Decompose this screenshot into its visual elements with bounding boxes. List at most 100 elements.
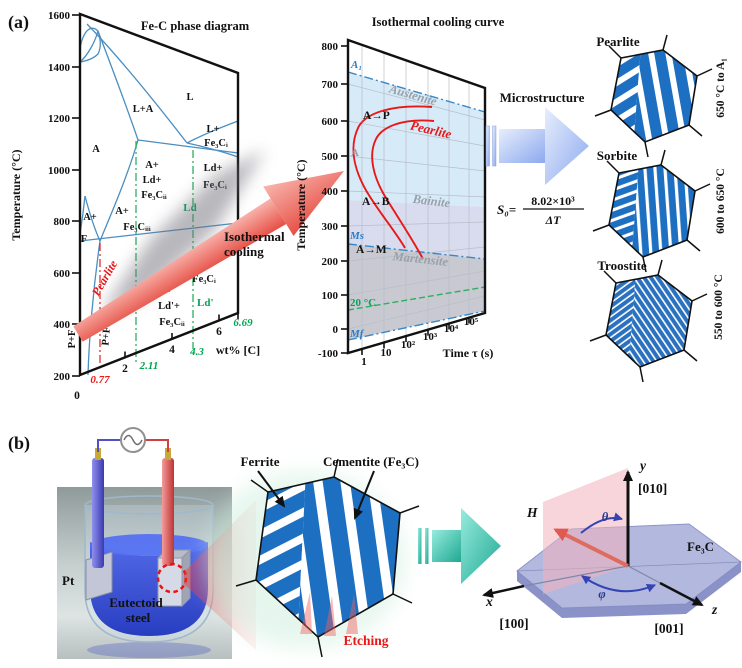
panel-a: (a) Fe-C phase diagram: [8, 10, 727, 402]
wire-negative: [97, 439, 121, 452]
wire-positive: [145, 439, 169, 452]
spacing-formula: S₀= 8.02×10³ ΔT: [497, 194, 584, 227]
ttt-y-axis-label: Temperature (°C): [294, 159, 308, 250]
isothermal-label-1: Isothermal: [224, 229, 285, 244]
ttt-x-axis-label: Time τ (s): [443, 346, 494, 360]
a-to-m-label: A→M: [356, 244, 387, 256]
pt-electrode-rod: [92, 458, 104, 568]
ttt-xtick: 1: [361, 356, 367, 368]
formula-denominator: ΔT: [545, 213, 562, 227]
region-L+Fe3C: Fe₃Cᵢ: [204, 138, 228, 149]
sorbite-temp-range: 600 to 650 °C: [715, 168, 727, 234]
region-Ld'+Fe3C: Fe₃Cᵢ: [192, 274, 216, 285]
ttt-x-ticks: 1 10 10² 10³ 10⁴ 10⁵ Time τ (s): [361, 316, 493, 368]
x-axis-inner: [523, 565, 629, 587]
panel-a-tag: (a): [8, 12, 29, 33]
ttt-ytick: 600: [322, 116, 339, 128]
arrow-bar-icon: [418, 528, 422, 564]
arrow-smoke: [100, 150, 265, 315]
ttt-xtick: 10⁴: [444, 323, 459, 335]
pd-ytick: 1400: [48, 62, 71, 74]
ms-line: [347, 243, 486, 260]
z-axis-label: z: [711, 602, 718, 617]
pd-xtick-green: 4.3: [189, 346, 204, 358]
pd-ytick: 800: [54, 216, 71, 228]
ttt-ytick: 400: [322, 186, 339, 198]
region-Ld-prime: Ld': [197, 297, 214, 309]
y-direction-label: [010]: [638, 481, 667, 496]
region-P+F: P+F: [67, 330, 78, 349]
arrow-head-icon: [545, 107, 589, 185]
formula-numerator: 8.02×10³: [531, 194, 575, 208]
pd-xtick-green: 2.11: [139, 360, 159, 372]
pearlite-title: Pearlite: [596, 34, 640, 49]
isothermal-label-2: cooling: [224, 244, 264, 259]
pd-xtick-0: 0: [74, 390, 80, 402]
ttt-xtick: 10³: [423, 331, 438, 343]
pd-ytick: 200: [54, 371, 71, 383]
arrow-bar-icon: [425, 528, 429, 564]
sample-label-2: steel: [126, 610, 151, 625]
a1-label: A₁: [350, 59, 362, 71]
phi-label: φ: [598, 587, 605, 601]
electrode-connector: [165, 448, 171, 460]
y-axis-label: y: [638, 458, 647, 473]
ttt-gridlines: [347, 45, 486, 349]
cementite-label: Cementite (Fe₃C): [323, 454, 419, 469]
martensite-label: Martensite: [391, 249, 449, 269]
sine-wave-icon: [123, 434, 143, 446]
sorbite-title: Sorbite: [597, 148, 638, 163]
fe3c-label: Fe₃C: [687, 539, 714, 554]
troostite-title: Troostite: [597, 258, 647, 273]
arrow-shaft: [432, 530, 461, 562]
fe3c-plate-side: [517, 562, 741, 618]
x-axis-label: x: [485, 594, 493, 609]
pd-xtick: 6: [216, 326, 222, 338]
ferrite-label: Ferrite: [241, 454, 280, 469]
pearlite-region-fill: [348, 72, 485, 207]
ferrite-arrow: [257, 470, 286, 508]
pd-x-axis-label: wt% [C]: [216, 343, 260, 357]
z-direction-label: [001]: [654, 621, 683, 636]
microstructure-arrow-group: Microstructure S₀= 8.02×10³ ΔT: [485, 90, 589, 227]
a1-line: [347, 71, 486, 113]
steel-electrode-rod: [162, 458, 174, 566]
region-A+Ld+Fe3C: Fe₃Cᵢᵢ: [141, 190, 167, 201]
ttt-xtick: 10²: [401, 339, 416, 351]
isothermal-cooling-arrow: Isothermal cooling: [73, 150, 345, 342]
pearlite-temp-range: 650 °C to A₁: [715, 58, 727, 117]
arrow-bar-icon: [485, 125, 490, 167]
h-label: H: [526, 505, 538, 520]
pd-xtick: 4: [169, 344, 175, 356]
microstructure-sorbite: Sorbite 600 to 650 °C: [592, 148, 727, 273]
phi-angle-arc: [581, 575, 656, 593]
ttt-ytick: -100: [318, 348, 339, 360]
isothermal-cooling-curve-panel: Isothermal cooling curve: [294, 15, 505, 368]
region-A+F: A+: [83, 212, 97, 223]
etching-beams: [300, 592, 358, 636]
pd-xtick-green: 6.69: [233, 317, 253, 329]
formula-lhs: S₀=: [497, 202, 516, 217]
cementite-arrow: [353, 470, 375, 520]
region-A+Ld+Fe3C: Ld+: [143, 175, 162, 186]
region-P+Ld'+Fe3C: Fe₃Cᵢᵢ: [159, 317, 185, 328]
pt-label: Pt: [62, 573, 75, 588]
region-A: A: [92, 144, 100, 155]
z-axis-inner: [627, 565, 661, 584]
beaker-reflection: [87, 642, 211, 658]
panel-b-tag: (b): [8, 433, 30, 454]
h-plane: [543, 468, 628, 594]
pd-xtick: 2: [122, 363, 128, 375]
ttt-frame: [346, 38, 487, 355]
h-field-arrow: [553, 528, 629, 568]
ttt-ytick: 500: [322, 151, 339, 163]
x-axis-arrow: [482, 584, 525, 598]
ttt-xtick: 10: [381, 347, 393, 359]
ttt-ytick: 100: [322, 290, 339, 302]
phase-diagram-title: Fe-C phase diagram: [141, 19, 250, 33]
pd-ytick: 600: [54, 268, 71, 280]
ttt-ytick: 800: [322, 41, 339, 53]
room-temp-line: [347, 286, 486, 311]
microstructure-label: Microstructure: [500, 90, 585, 105]
